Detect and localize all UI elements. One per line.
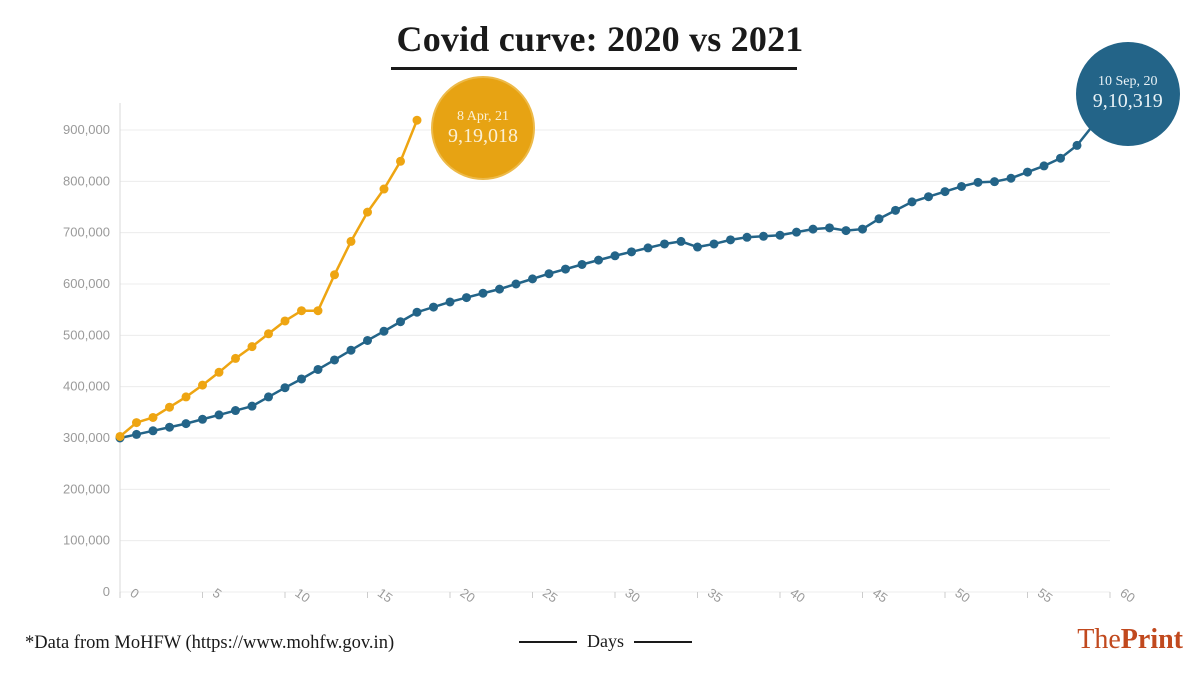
svg-text:45: 45 [870,585,890,606]
svg-text:10: 10 [292,585,312,606]
svg-text:55: 55 [1035,585,1055,606]
svg-text:300,000: 300,000 [63,430,110,445]
svg-text:15: 15 [375,585,395,606]
svg-text:60: 60 [1117,585,1137,606]
svg-text:400,000: 400,000 [63,379,110,394]
svg-text:5: 5 [210,585,225,601]
svg-text:900,000: 900,000 [63,122,110,137]
svg-text:30: 30 [622,585,642,606]
svg-text:100,000: 100,000 [63,533,110,548]
svg-text:200,000: 200,000 [63,481,110,496]
svg-text:50: 50 [952,585,972,606]
svg-text:25: 25 [540,585,560,606]
svg-text:35: 35 [705,585,725,606]
svg-text:20: 20 [457,585,477,606]
svg-text:0: 0 [127,585,142,601]
svg-text:500,000: 500,000 [63,327,110,342]
svg-text:0: 0 [103,584,110,599]
svg-text:40: 40 [787,585,807,606]
svg-text:700,000: 700,000 [63,225,110,240]
svg-text:600,000: 600,000 [63,276,110,291]
svg-text:800,000: 800,000 [63,173,110,188]
